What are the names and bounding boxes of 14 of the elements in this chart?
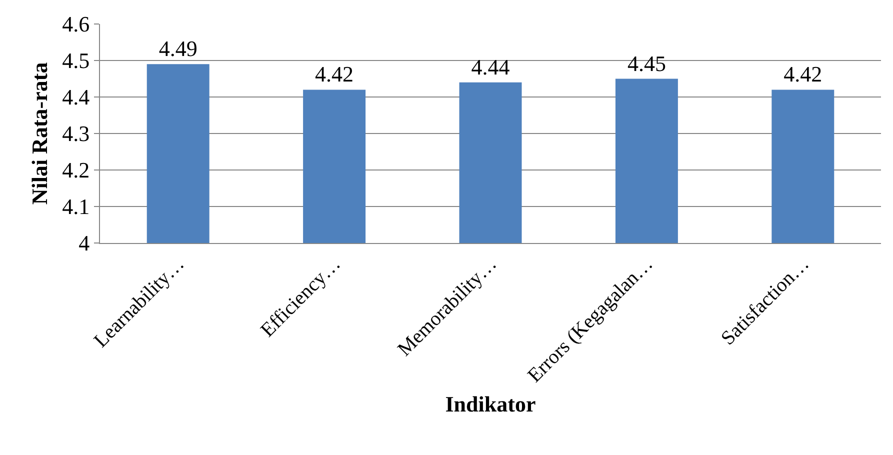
y-tick-label: 4.2 [62, 158, 90, 183]
y-tick-label: 4 [78, 230, 90, 256]
data-label: 4.45 [627, 50, 666, 76]
data-label: 4.42 [784, 62, 822, 87]
y-tick-label: 4.3 [62, 121, 90, 146]
data-label: 4.42 [315, 62, 354, 87]
y-tick-label: 4.5 [62, 48, 90, 74]
data-label: 4.49 [158, 36, 198, 62]
y-tick-label: 4.1 [62, 194, 90, 220]
y-tick-label: 4.6 [62, 12, 90, 37]
x-axis-title: Indikator [445, 392, 536, 417]
data-label: 4.44 [471, 54, 510, 80]
y-axis-title: Nilai Rata-rata [26, 62, 52, 205]
y-tick-label: 4.4 [62, 84, 90, 110]
